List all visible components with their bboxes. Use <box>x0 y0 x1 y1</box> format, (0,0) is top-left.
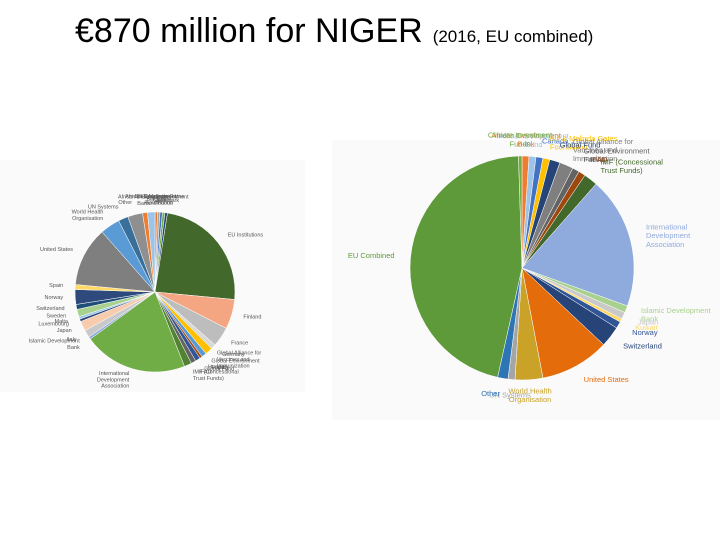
slice-label: Switzerland <box>36 307 64 313</box>
slice-label: Japan <box>57 329 72 335</box>
pie-slice <box>147 211 156 293</box>
pie-slice <box>521 183 635 307</box>
slice-label: IFAD <box>199 370 211 376</box>
slice-label: International Development Association <box>97 371 130 390</box>
slice-label: IMF (Concessional Trust Funds) <box>193 370 239 382</box>
slice-label: Luxembourg <box>38 322 69 328</box>
slice-label: Sweden <box>46 314 66 320</box>
subtitle: (2016, EU combined) <box>433 27 594 46</box>
slice-label: Global Alliance for Vaccines and Immunizat… <box>573 137 634 163</box>
slice-label: United States <box>40 248 73 254</box>
slice-label: Global Fund <box>204 367 234 373</box>
slice-label: Canada <box>542 137 569 146</box>
slice-label: EU Combined <box>348 251 395 260</box>
slice-label: Other <box>481 389 500 398</box>
slice-label: International Development Association <box>646 223 691 249</box>
slice-label: Italy <box>66 338 76 344</box>
slice-label: Norway <box>45 295 64 301</box>
pie-slice <box>409 155 523 378</box>
slice-label: World Health Organisation <box>508 386 551 404</box>
slice-label: Denmark <box>157 198 180 204</box>
slice-label: IFAD <box>591 155 608 164</box>
slice-label: Climate Investment Funds <box>142 195 190 207</box>
slide-title: €870 million for NIGER (2016, EU combined… <box>75 12 593 50</box>
slice-label: Bill & Melinda Gates Foundation <box>135 194 185 206</box>
slice-label: Japan <box>638 317 658 326</box>
pie-slice <box>518 155 523 269</box>
slice-label: Islamic Development Bank <box>641 306 712 324</box>
slice-label: African Development Fund <box>499 131 570 149</box>
slice-label: Global Alliance for Vaccines and Immunizat… <box>217 351 261 370</box>
slice-label: African Development Fund <box>125 194 177 206</box>
slice-label: Other <box>118 200 132 206</box>
slice-label: Islamic Development Bank <box>29 339 81 351</box>
title: €870 million for NIGER <box>75 12 423 50</box>
slice-label: Global Environment Facility <box>211 359 260 371</box>
slice-label: World Health Organisation <box>72 210 104 222</box>
slice-label: Canada <box>153 198 173 204</box>
slice-label: Global Environment Facility <box>584 147 651 165</box>
slice-label: Bill & Melinda Gates Foundation <box>550 134 618 152</box>
slice-label: Kuwait <box>635 323 658 332</box>
slice-label: Finland <box>243 315 261 321</box>
slice-label: UN Systems <box>489 390 531 399</box>
slice-label: African Development Bank <box>491 131 562 149</box>
slice-label: Hungary <box>208 365 229 371</box>
slice-label: African Development Bank <box>118 195 170 207</box>
slice-label: Spain <box>49 284 63 290</box>
slice-label: Belgium <box>147 197 167 203</box>
pie-slice <box>75 231 156 293</box>
slice-label: UN Systems <box>88 205 119 211</box>
slice-label: Germany <box>222 352 245 358</box>
slice-label: Global Fund <box>560 141 601 150</box>
slice-label: EU Institutions <box>228 233 264 239</box>
slice-label: Norway <box>632 328 658 337</box>
slice-label: IMF (Concessional Trust Funds) <box>600 158 663 176</box>
slice-label: Malta <box>55 319 69 325</box>
slice-label: United States <box>584 375 629 384</box>
pie-slice <box>154 212 236 300</box>
slice-label: Switzerland <box>623 341 662 350</box>
slice-label: Climate Investment Funds <box>488 131 553 149</box>
slice-label: France <box>231 341 248 347</box>
pie-slice <box>89 291 185 373</box>
